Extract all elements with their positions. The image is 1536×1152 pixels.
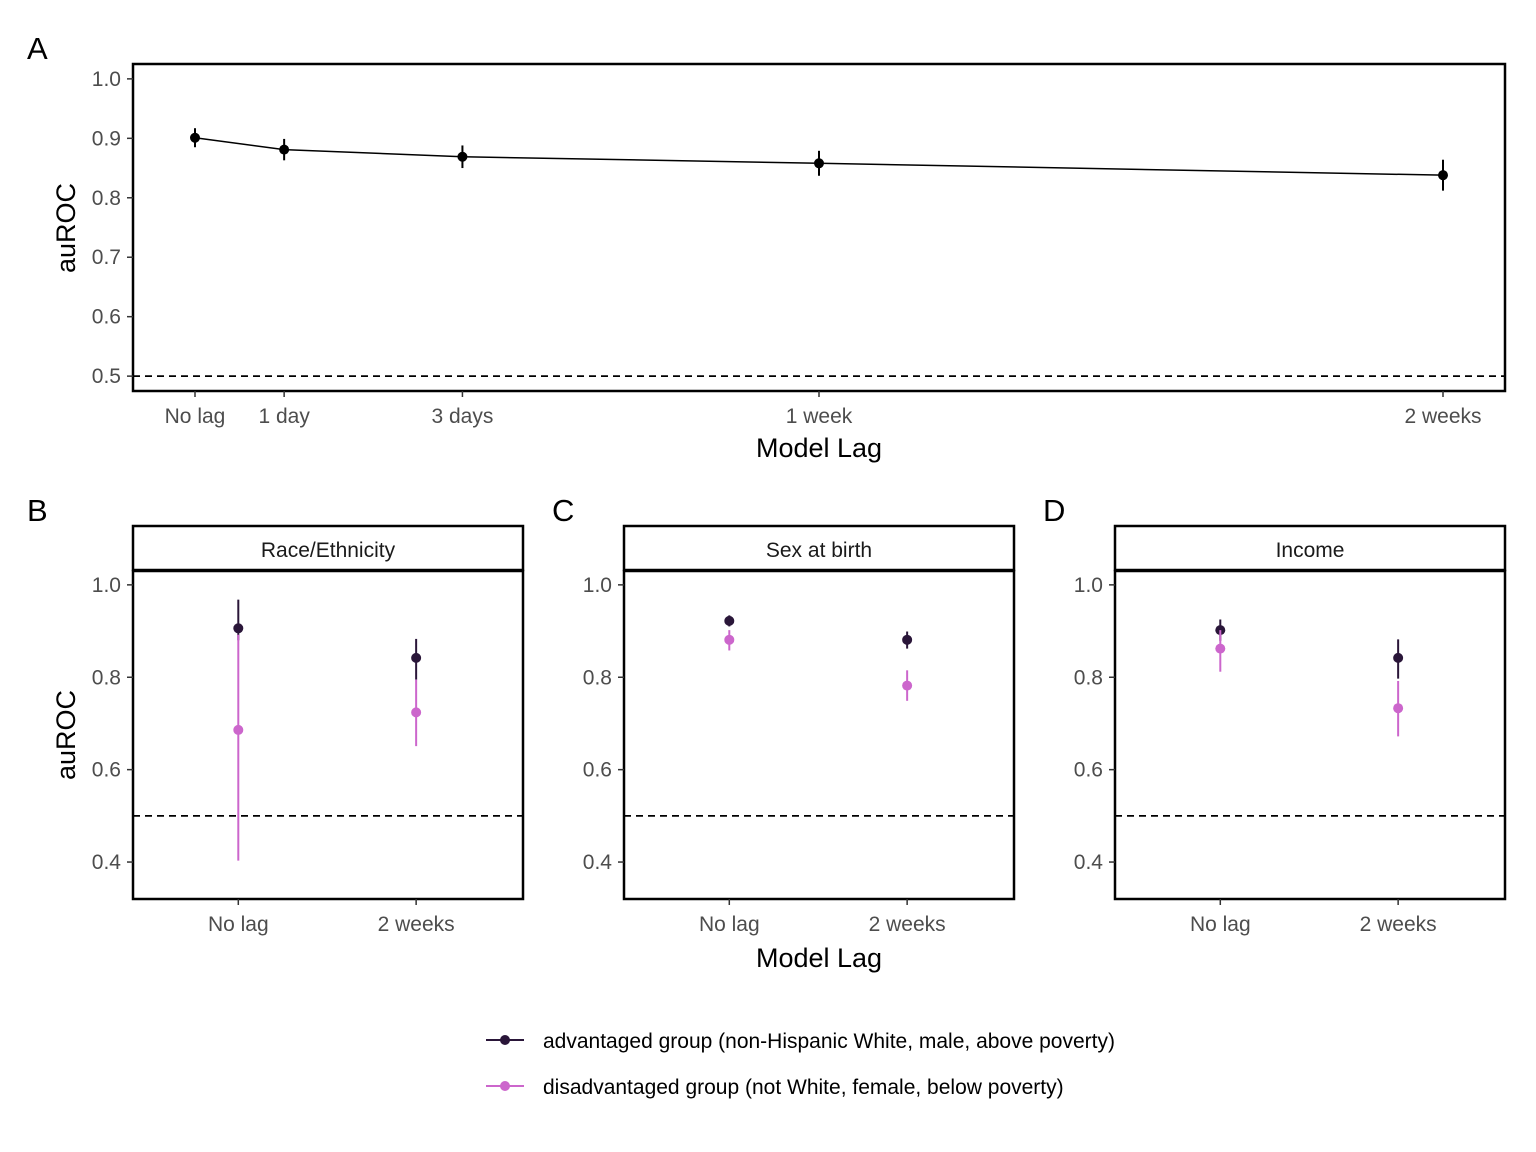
panel-d-strip — [1113, 524, 1507, 572]
panel-letter-d: D — [1043, 493, 1065, 528]
panel-b-disadvantaged-point-no-lag — [233, 724, 244, 735]
panel-d-frame — [1113, 569, 1507, 901]
panel-d-y-tick-label: 0.6 — [1074, 759, 1103, 782]
panel-a-y-tick-label: 0.6 — [92, 306, 121, 329]
legend-item-disadvantaged: disadvantaged group (not White, female, … — [486, 1076, 1064, 1099]
panel-d-content: 0.4 0.6 0.8 1.0 No lag 2 weeks — [1074, 574, 1505, 936]
panel-b-frame — [131, 569, 525, 901]
panel-d-x-tick-label-2-weeks: 2 weeks — [1360, 913, 1437, 936]
panel-a-x-tick-label-no-lag: No lag — [165, 405, 226, 428]
legend: advantaged group (non-Hispanic White, ma… — [486, 1030, 1115, 1099]
panel-d-disadvantaged-point-no-lag — [1215, 643, 1226, 654]
panel-c-y-tick-label: 0.8 — [583, 666, 612, 689]
panel-a-x-tick-label-1-day: 1 day — [258, 405, 310, 428]
panel-d-disadvantaged-point-2-weeks — [1393, 703, 1404, 714]
panel-a-point-1-day — [279, 144, 290, 155]
panel-a-x-axis-title: Model Lag — [756, 433, 882, 463]
panel-b-x-tick-label-2-weeks: 2 weeks — [378, 913, 455, 936]
panel-d-strip-label: Income — [1276, 539, 1345, 562]
legend-label-advantaged: advantaged group (non-Hispanic White, ma… — [543, 1030, 1115, 1053]
panel-d-y-tick-label: 1.0 — [1074, 574, 1103, 597]
panel-letter-c: C — [552, 493, 574, 528]
panel-b-y-axis-title: auROC — [51, 690, 81, 780]
panel-c-advantaged-point-2-weeks — [902, 634, 913, 645]
panel-c-strip — [622, 524, 1016, 572]
panel-a-y-tick-label: 0.5 — [92, 365, 121, 388]
panel-b-content: 0.4 0.6 0.8 1.0 No lag 2 weeks — [92, 574, 523, 936]
panel-a-point-1-week — [814, 158, 824, 169]
panel-a-point-2-weeks — [1438, 170, 1448, 181]
panel-a-y-tick-label: 0.9 — [92, 127, 121, 150]
panel-d: Income 0.4 0.6 0.8 1.0 No lag 2 weeks — [1074, 524, 1507, 936]
panel-a-point-no-lag — [190, 132, 200, 143]
panel-c-y-tick-label: 0.4 — [583, 851, 613, 874]
panel-d-y-tick-label: 0.4 — [1074, 851, 1104, 874]
panel-d-x-tick-label-no-lag: No lag — [1190, 913, 1251, 936]
panel-b-y-tick-label: 0.6 — [92, 759, 121, 782]
panel-c-x-axis-title: Model Lag — [756, 943, 882, 973]
panel-a-y-tick-label: 0.7 — [92, 246, 121, 269]
legend-key-point-advantaged — [500, 1035, 510, 1045]
panel-c-content: 0.4 0.6 0.8 1.0 No lag 2 weeks — [583, 574, 1014, 936]
panel-d-advantaged-point-2-weeks — [1393, 652, 1404, 663]
legend-key-point-disadvantaged — [500, 1081, 510, 1091]
panel-a-x-tick-label-3-days: 3 days — [431, 405, 493, 428]
legend-item-advantaged: advantaged group (non-Hispanic White, ma… — [486, 1030, 1115, 1053]
panel-c-y-tick-label: 1.0 — [583, 574, 612, 597]
panel-a: 0.5 0.6 0.7 0.8 0.9 1.0 No lag 1 day 3 days 1 wee… — [51, 62, 1507, 463]
panel-c-disadvantaged-point-2-weeks — [902, 680, 913, 691]
panel-a-y-tick-label: 1.0 — [92, 68, 121, 91]
panel-b-advantaged-point-no-lag — [233, 623, 244, 634]
panel-b-y-tick-label: 1.0 — [92, 574, 121, 597]
panel-b-x-tick-label-no-lag: No lag — [208, 913, 269, 936]
panel-c-strip-label: Sex at birth — [766, 539, 872, 562]
panel-d-y-tick-label: 0.8 — [1074, 666, 1103, 689]
panel-c: Sex at birth 0.4 0.6 0.8 1.0 No lag 2 weeks M… — [583, 524, 1016, 973]
panel-b: Race/Ethnicity 0.4 0.6 0.8 1.0 No lag 2 weeks… — [51, 524, 525, 936]
panel-a-y-tick-label: 0.8 — [92, 187, 121, 210]
panel-a-point-3-days — [457, 151, 468, 162]
panel-a-content: 0.5 0.6 0.7 0.8 0.9 1.0 No lag 1 day 3 days 1 wee… — [92, 68, 1505, 428]
panel-c-y-tick-label: 0.6 — [583, 759, 612, 782]
panel-b-y-tick-label: 0.4 — [92, 851, 122, 874]
panel-a-x-tick-label-2-weeks: 2 weeks — [1404, 405, 1481, 428]
panel-c-x-tick-label-no-lag: No lag — [699, 913, 760, 936]
panel-c-x-tick-label-2-weeks: 2 weeks — [869, 913, 946, 936]
panel-b-advantaged-point-2-weeks — [411, 652, 422, 663]
legend-label-disadvantaged: disadvantaged group (not White, female, … — [543, 1076, 1064, 1099]
panel-letter-b: B — [27, 493, 48, 528]
panel-letter-a: A — [27, 31, 48, 66]
panel-b-y-tick-label: 0.8 — [92, 666, 121, 689]
panel-c-advantaged-point-no-lag — [724, 615, 735, 626]
panel-c-disadvantaged-point-no-lag — [724, 634, 735, 645]
panel-b-disadvantaged-point-2-weeks — [411, 707, 422, 718]
panel-a-x-tick-label-1-week: 1 week — [786, 405, 853, 428]
panel-a-y-axis-title: auROC — [51, 183, 81, 273]
panel-b-strip-label: Race/Ethnicity — [261, 539, 396, 562]
panel-b-strip — [131, 524, 525, 572]
panel-c-frame — [622, 569, 1016, 901]
